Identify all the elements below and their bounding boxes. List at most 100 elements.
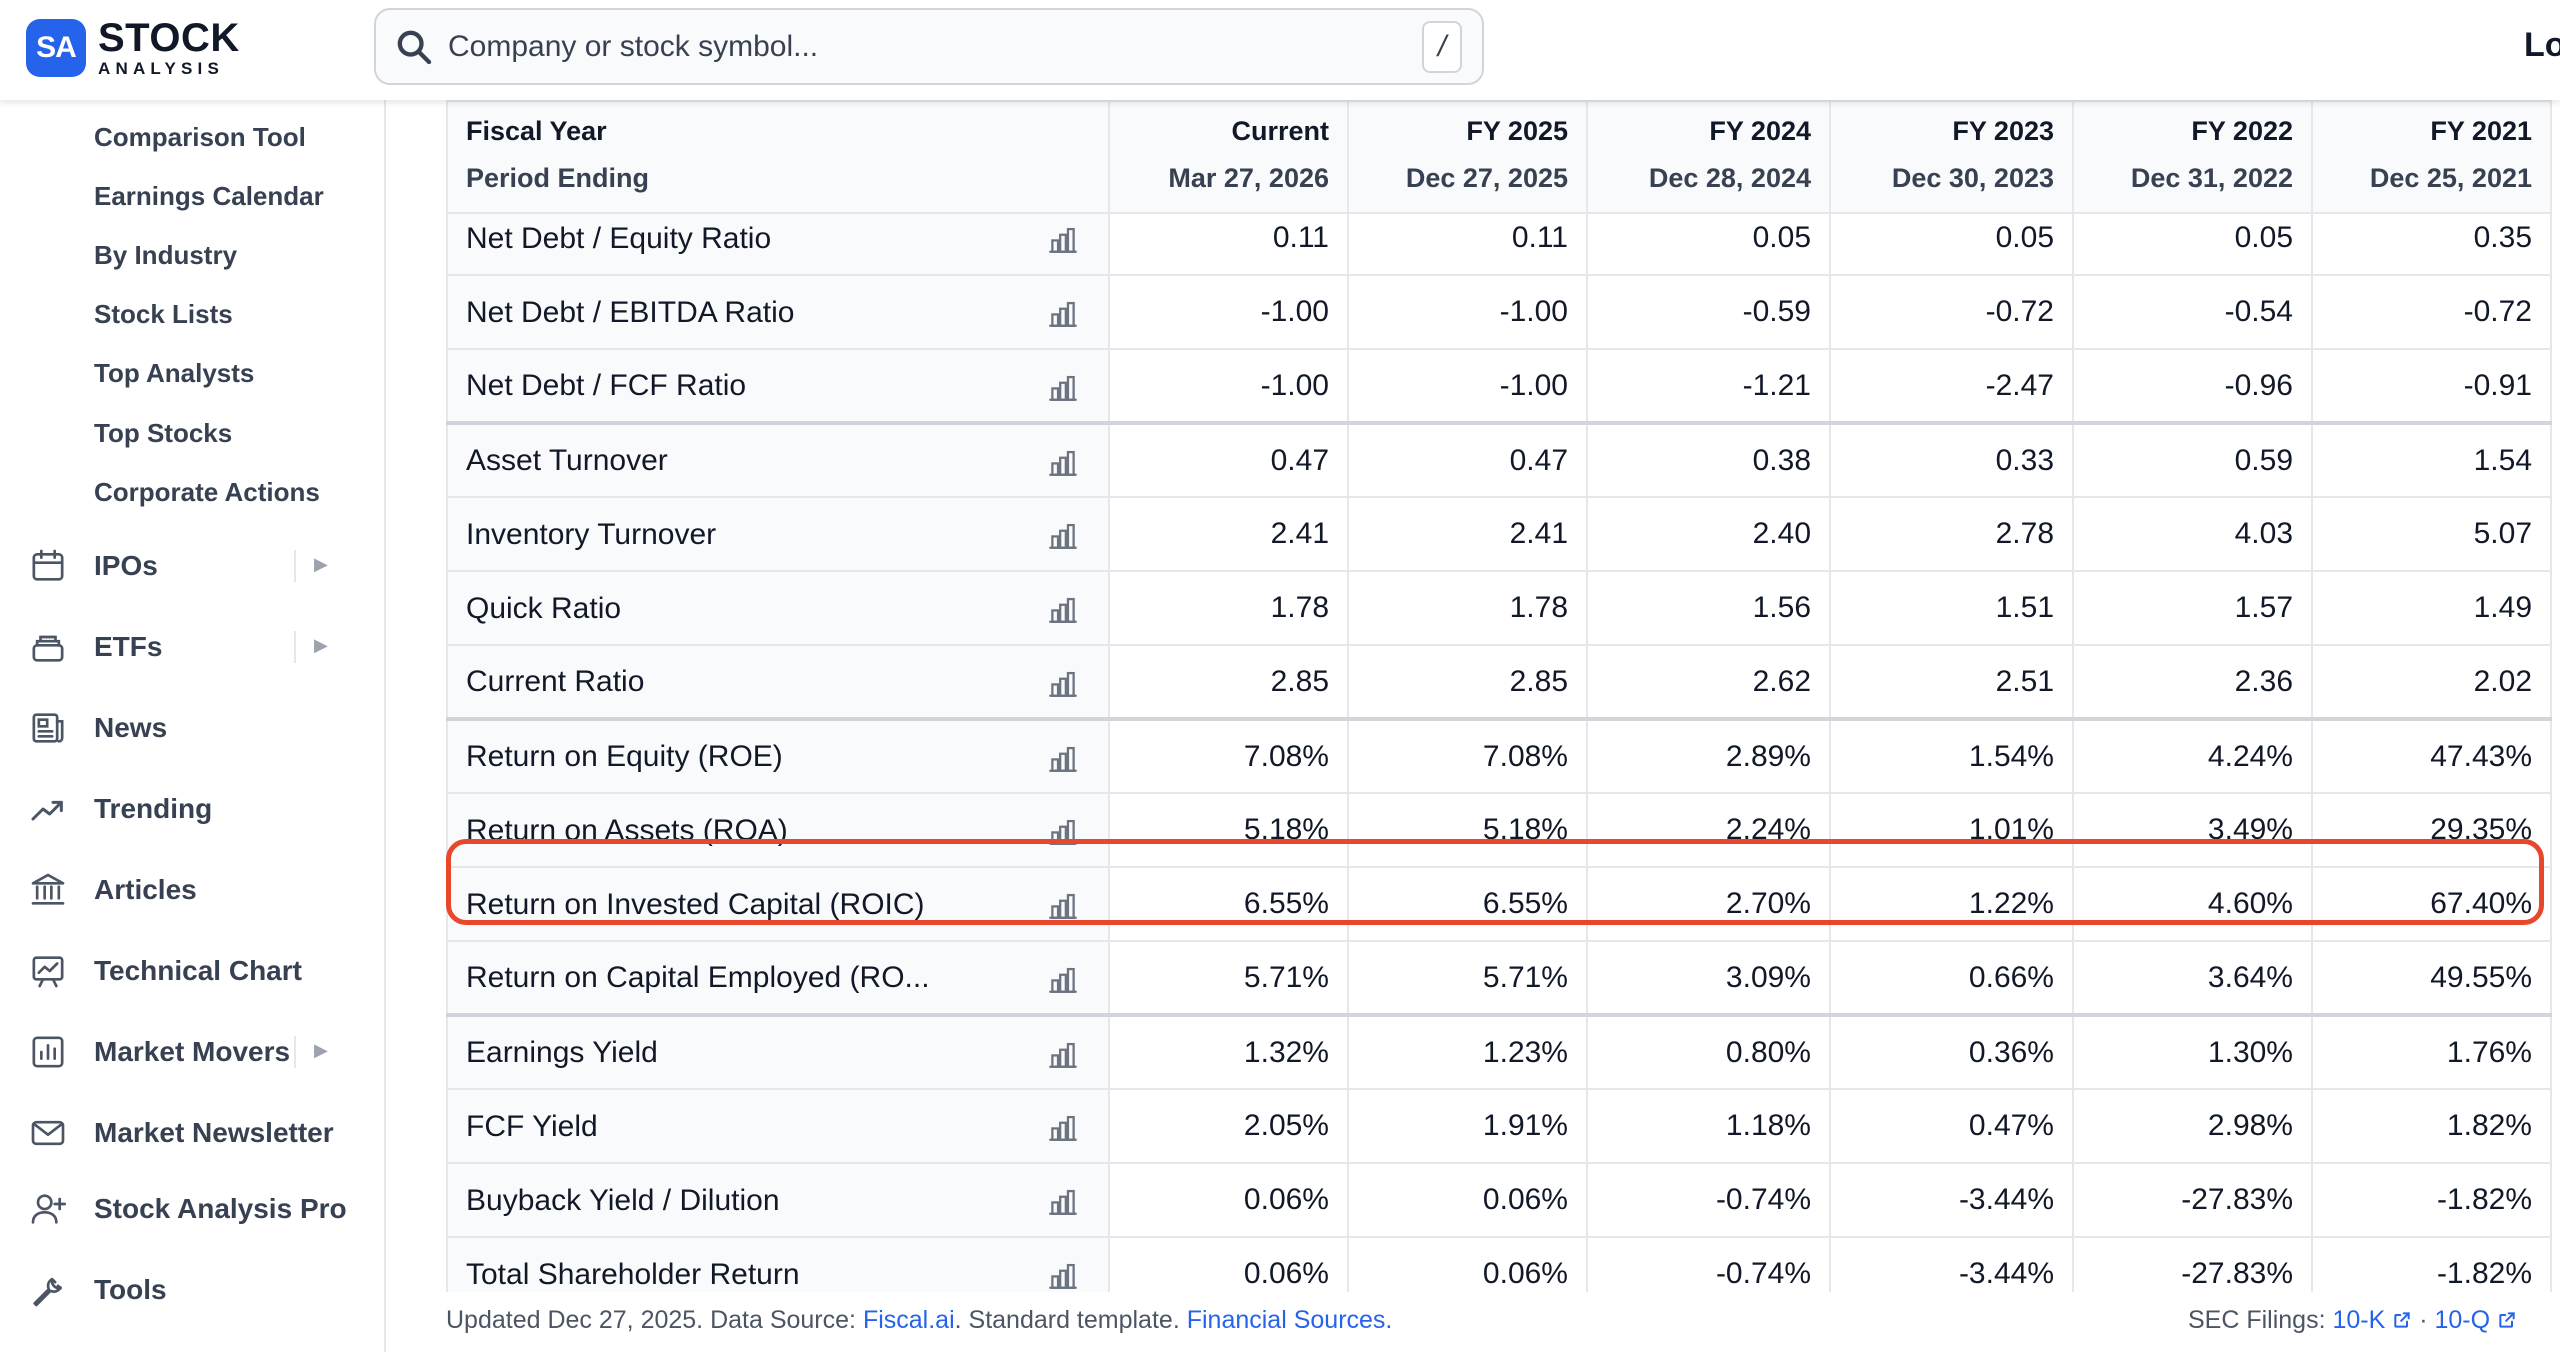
sidebar-item-technical-chart[interactable]: Technical Chart (28, 946, 348, 996)
fiscal-ai-link[interactable]: Fiscal.ai (862, 1306, 955, 1334)
value-cell: 5.71% (1108, 940, 1349, 1016)
value-cell: 2.41 (1108, 496, 1349, 572)
sidebar-item-label: Stock Analysis Pro (94, 1193, 347, 1224)
bar-chart-icon[interactable] (1046, 1184, 1080, 1218)
sidebar-item-comparison-tool[interactable]: Comparison Tool (94, 122, 306, 152)
column-year: FY 2022 (2191, 116, 2293, 146)
value-cell: 6.55% (1347, 866, 1588, 942)
bar-chart-icon[interactable] (1046, 888, 1080, 922)
column-header-fy2023[interactable]: FY 2023 Dec 30, 2023 (1829, 100, 2074, 214)
search-bar[interactable]: Company or stock symbol... / (374, 8, 1484, 85)
value-cell: 1.78 (1347, 570, 1588, 646)
sidebar-item-stock-analysis-pro[interactable]: Stock Analysis Pro (28, 1184, 348, 1234)
column-header-fy2022[interactable]: FY 2022 Dec 31, 2022 (2072, 100, 2313, 214)
10q-link[interactable]: 10-Q (2434, 1306, 2517, 1334)
bar-chart-icon[interactable] (1046, 518, 1080, 552)
external-link-icon (2499, 1312, 2515, 1328)
column-header-fy2025[interactable]: FY 2025 Dec 27, 2025 (1347, 100, 1588, 214)
column-date: Dec 30, 2023 (1891, 163, 2054, 193)
value-cell: 2.41 (1347, 496, 1588, 572)
sidebar-item-market-movers[interactable]: Market Movers ▶ (28, 1027, 348, 1077)
sec-filings: SEC Filings: 10-K · 10-Q (2188, 1306, 2517, 1335)
value-cell: 2.02 (2311, 644, 2552, 720)
stock-analysis-logo[interactable]: SA STOCK ANALYSIS (26, 18, 240, 77)
value-cell: 1.30% (2072, 1013, 2313, 1090)
sidebar-item-earnings-calendar[interactable]: Earnings Calendar (94, 181, 324, 211)
sidebar-item-by-industry[interactable]: By Industry (94, 240, 238, 270)
bar-chart-icon[interactable] (1046, 222, 1080, 256)
search-shortcut-key: / (1422, 20, 1462, 73)
value-cell: 0.38 (1586, 421, 1831, 498)
bar-chart-icon[interactable] (1046, 666, 1080, 700)
table-row: Return on Invested Capital (ROIC) 6.55% 6.… (446, 866, 2552, 942)
header-label-fiscal-year: Fiscal Year (466, 116, 607, 146)
sidebar-item-market-newsletter[interactable]: Market Newsletter (28, 1108, 348, 1158)
bar-chart-icon[interactable] (1046, 296, 1080, 330)
bar-chart-icon[interactable] (1046, 592, 1080, 626)
expand-arrow-icon[interactable]: ▶ (314, 1040, 328, 1060)
sidebar-item-label: Market Movers (94, 1036, 291, 1067)
10k-link[interactable]: 10-K (2332, 1306, 2412, 1334)
column-year: FY 2023 (1952, 116, 2054, 146)
search-input[interactable]: Company or stock symbol... (448, 29, 819, 63)
logo-line-1: STOCK (98, 16, 240, 60)
row-label: Inventory Turnover (466, 517, 717, 551)
bar-chart-icon[interactable] (1046, 445, 1080, 479)
sidebar-item-label: Tools (94, 1274, 167, 1305)
value-cell: 1.51 (1829, 570, 2074, 646)
column-header-fy2024[interactable]: FY 2024 Dec 28, 2024 (1586, 100, 1831, 214)
column-header-current[interactable]: Current Mar 27, 2026 (1108, 100, 1349, 214)
row-label: Current Ratio (466, 665, 645, 699)
bar-chart-icon[interactable] (1046, 1037, 1080, 1071)
value-cell: 2.40 (1586, 496, 1831, 572)
table-row: Earnings Yield 1.32% 1.23% 0.80% 0.36% 1.30% 1… (446, 1013, 2552, 1090)
value-cell: 6.55% (1108, 866, 1349, 942)
value-cell: 3.64% (2072, 940, 2313, 1016)
login-link[interactable]: Lo (2524, 26, 2560, 64)
sidebar-item-label: News (94, 712, 168, 743)
table-row: Net Debt / EBITDA Ratio -1.00 -1.00 -0.59 -0… (446, 274, 2552, 350)
table-row: Buyback Yield / Dilution 0.06% 0.06% -0.74%… (446, 1162, 2552, 1238)
value-cell: 5.18% (1108, 792, 1349, 868)
sidebar-item-news[interactable]: News (28, 703, 348, 753)
value-cell: 3.49% (2072, 792, 2313, 868)
sidebar-item-top-stocks[interactable]: Top Stocks (94, 418, 233, 448)
value-cell: -1.21 (1586, 348, 1831, 424)
ratios-table-header: Fiscal Year Period Ending Current Mar 27,… (446, 100, 2552, 214)
bar-chart-icon[interactable] (1046, 814, 1080, 848)
wrench-icon (33, 1277, 62, 1307)
row-label-cell: Return on Invested Capital (ROIC) (446, 866, 1110, 942)
row-label: Buyback Yield / Dilution (466, 1183, 780, 1217)
sidebar-item-articles[interactable]: Articles (28, 865, 348, 915)
bar-chart-icon[interactable] (1046, 1258, 1080, 1292)
sidebar-item-label: Articles (94, 874, 197, 905)
value-cell: 1.54 (2311, 421, 2552, 498)
value-cell: 2.24% (1586, 792, 1831, 868)
value-cell: 1.56 (1586, 570, 1831, 646)
search-icon (397, 30, 432, 64)
sidebar-item-trending[interactable]: Trending (28, 784, 348, 834)
bar-chart-icon[interactable] (1046, 741, 1080, 775)
sidebar-item-corporate-actions[interactable]: Corporate Actions (94, 477, 320, 507)
value-cell: -0.54 (2072, 274, 2313, 350)
row-label: Quick Ratio (466, 591, 622, 625)
value-cell: -1.00 (1347, 348, 1588, 424)
bar-chart-icon[interactable] (1046, 962, 1080, 996)
column-header-fy2021[interactable]: FY 2021 Dec 25, 2021 (2311, 100, 2552, 214)
sidebar-item-ipos[interactable]: IPOs ▶ (28, 541, 348, 591)
value-cell: 7.08% (1347, 717, 1588, 794)
expand-arrow-icon[interactable]: ▶ (314, 635, 328, 655)
value-cell: -3.44% (1829, 1236, 2074, 1292)
expand-arrow-icon[interactable]: ▶ (314, 554, 328, 574)
row-label: Return on Assets (ROA) (466, 813, 788, 847)
sidebar-item-tools[interactable]: Tools (28, 1265, 348, 1315)
financial-sources-link[interactable]: Financial Sources. (1186, 1306, 1393, 1334)
sidebar-item-top-analysts[interactable]: Top Analysts (94, 358, 255, 388)
sidebar-item-etfs[interactable]: ETFs ▶ (28, 622, 348, 672)
sidebar-item-stock-lists[interactable]: Stock Lists (94, 299, 233, 329)
bar-chart-icon[interactable] (1046, 1110, 1080, 1144)
value-cell: 1.82% (2311, 1088, 2552, 1164)
value-cell: 0.47 (1347, 421, 1588, 498)
bar-chart-icon[interactable] (1046, 370, 1080, 404)
value-cell: -0.72 (1829, 274, 2074, 350)
